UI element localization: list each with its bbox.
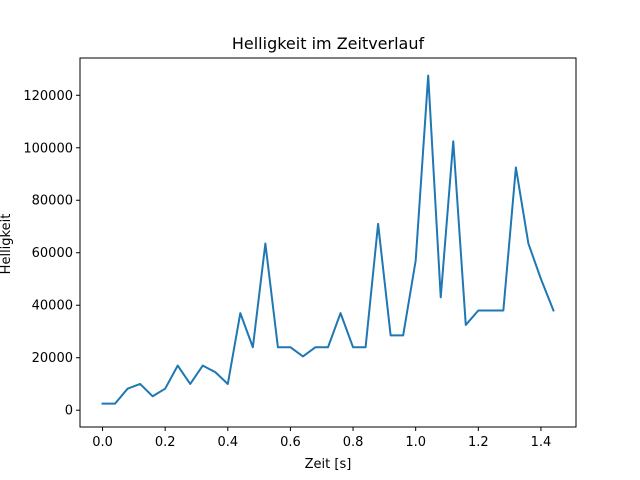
x-tick-label: 0.8	[343, 435, 364, 450]
plot-frame	[79, 57, 577, 428]
y-axis-label: Helligkeit	[0, 214, 14, 275]
y-tick-label: 100000	[23, 141, 73, 156]
x-tick-label: 1.4	[531, 435, 552, 450]
x-tick-label: 0.2	[155, 435, 176, 450]
x-tick-label: 1.0	[405, 435, 426, 450]
y-tick-label: 80000	[32, 194, 73, 209]
x-tick-label: 0.0	[92, 435, 113, 450]
x-axis-ticks: 0.0 0.2 0.4 0.6 0.8 1.0 1.2 1.4	[92, 427, 551, 450]
x-tick-label: 1.2	[468, 435, 489, 450]
y-tick-label: 60000	[32, 246, 73, 261]
x-axis-label: Zeit [s]	[305, 457, 352, 472]
series-line-0	[101, 74, 555, 405]
x-tick-label: 0.6	[280, 435, 301, 450]
y-tick-label: 40000	[32, 299, 73, 314]
y-tick-label: 120000	[23, 89, 73, 104]
y-tick-label: 0	[65, 404, 73, 419]
y-tick-label: 20000	[32, 351, 73, 366]
y-axis-ticks: 0 20000 40000 60000 80000 100000 120000	[23, 89, 80, 419]
x-tick-label: 0.4	[217, 435, 238, 450]
plot-area	[79, 57, 577, 428]
chart-title: Helligkeit im Zeitverlauf	[232, 34, 425, 53]
